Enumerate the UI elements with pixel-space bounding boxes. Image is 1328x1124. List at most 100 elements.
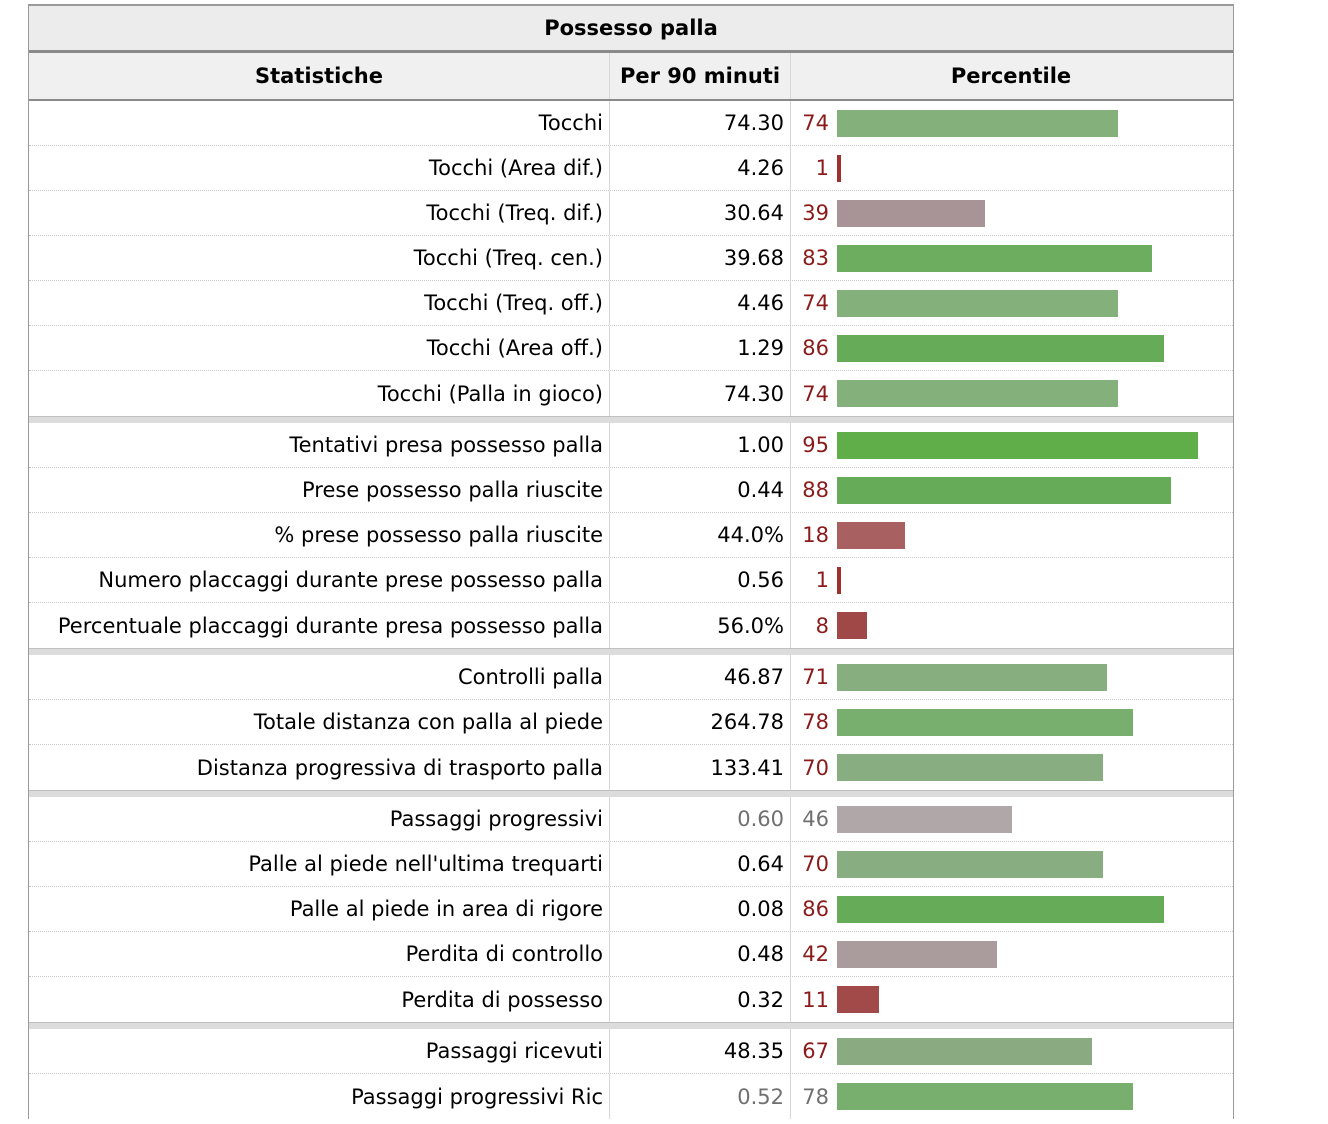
stat-label: % prese possesso palla riuscite [274,523,603,547]
percentile-bar [837,986,879,1013]
per90-value: 4.46 [609,281,790,325]
percentile-cell: 42 [790,932,1231,976]
percentile-bar [837,566,841,594]
percentile-bar [837,805,1012,833]
per90-value: 0.60 [609,797,790,841]
percentile-cell: 88 [790,468,1231,512]
stat-label: Tocchi (Area off.) [426,336,603,360]
per90-value: 0.48 [609,932,790,976]
per90-value: 0.44 [609,468,790,512]
table-row: Percentuale placcaggi durante presa poss… [29,603,1233,648]
stat-label: Tocchi (Area dif.) [428,156,603,180]
percentile-cell: 1 [790,146,1231,190]
stat-label: Percentuale placcaggi durante presa poss… [57,613,603,638]
percentile-bar [837,154,841,182]
stat-label: Distanza progressiva di trasporto palla [196,755,603,780]
table-row: % prese possesso palla riuscite 44.0% 18 [29,513,1233,558]
header-statistiche[interactable]: Statistiche [255,64,383,88]
table-row: Tentativi presa possesso palla 1.00 95 [29,423,1233,468]
header-percentile[interactable]: Percentile [790,53,1231,99]
percentile-cell: 74 [790,371,1231,416]
percentile-value: 95 [802,433,829,457]
stat-label: Tocchi (Treq. cen.) [413,246,603,270]
stat-label: Totale distanza con palla al piede [253,710,603,734]
per90-value: 264.78 [609,700,790,744]
percentile-value: 1 [815,156,829,180]
percentile-value: 78 [802,710,829,734]
table-row: Passaggi progressivi 0.60 46 [29,797,1233,842]
table-row: Numero placcaggi durante prese possesso … [29,558,1233,603]
per90-value: 1.00 [609,423,790,467]
percentile-bar [837,109,1118,137]
percentile-cell: 70 [790,745,1231,790]
percentile-cell: 46 [790,797,1231,841]
table-row: Passaggi ricevuti 48.35 67 [29,1029,1233,1074]
table-caption: Possesso palla [29,4,1233,53]
percentile-value: 86 [802,336,829,360]
percentile-value: 74 [802,381,829,406]
per90-value: 44.0% [609,513,790,557]
group-separator [29,648,1233,655]
percentile-cell: 86 [790,326,1231,370]
percentile-value: 18 [802,523,829,547]
table-row: Tocchi (Treq. dif.) 30.64 39 [29,191,1233,236]
percentile-value: 42 [802,942,829,966]
percentile-bar [837,431,1198,459]
percentile-value: 46 [802,807,829,831]
table-row: Totale distanza con palla al piede 264.78… [29,700,1233,745]
stat-label: Passaggi progressivi Ric [351,1084,603,1109]
percentile-value: 74 [802,291,829,315]
percentile-cell: 39 [790,191,1231,235]
per90-value: 74.30 [609,371,790,416]
stat-label: Passaggi ricevuti [425,1039,603,1063]
per90-value: 0.32 [609,977,790,1022]
table-row: Tocchi (Area dif.) 4.26 1 [29,146,1233,191]
stat-label: Perdita di controllo [405,942,603,966]
percentile-bar [837,476,1171,504]
table-header-row: Statistiche Per 90 minuti Percentile [29,53,1233,101]
stat-label: Tocchi (Palla in gioco) [377,381,603,406]
per90-value: 0.64 [609,842,790,886]
stat-label: Tocchi (Treq. dif.) [426,201,603,225]
percentile-bar [837,754,1103,781]
header-per-90[interactable]: Per 90 minuti [609,53,790,99]
percentile-value: 67 [802,1039,829,1063]
group-separator [29,1022,1233,1029]
percentile-value: 70 [802,755,829,780]
per90-value: 0.56 [609,558,790,602]
percentile-cell: 86 [790,887,1231,931]
percentile-value: 86 [802,897,829,921]
percentile-value: 8 [815,613,829,638]
percentile-cell: 8 [790,603,1231,648]
per90-value: 39.68 [609,236,790,280]
per90-value: 30.64 [609,191,790,235]
stat-label: Tocchi [538,111,603,135]
percentile-value: 11 [802,987,829,1012]
table-row: Perdita di possesso 0.32 11 [29,977,1233,1022]
per90-value: 133.41 [609,745,790,790]
percentile-cell: 83 [790,236,1231,280]
per90-value: 4.26 [609,146,790,190]
stats-table: Possesso palla Statistiche Per 90 minuti… [28,4,1234,1119]
table-row: Passaggi progressivi Ric 0.52 78 [29,1074,1233,1119]
percentile-value: 70 [802,852,829,876]
group-separator [29,416,1233,423]
percentile-bar [837,850,1103,878]
percentile-cell: 67 [790,1029,1231,1073]
percentile-cell: 70 [790,842,1231,886]
percentile-value: 1 [815,568,829,592]
table-row: Perdita di controllo 0.48 42 [29,932,1233,977]
stat-label: Palle al piede in area di rigore [289,897,603,921]
group-separator [29,790,1233,797]
table-row: Tocchi (Treq. cen.) 39.68 83 [29,236,1233,281]
table-row: Controlli palla 46.87 71 [29,655,1233,700]
percentile-bar [837,708,1133,736]
percentile-bar [837,380,1118,407]
stat-label: Prese possesso palla riuscite [302,478,603,502]
table-row: Palle al piede nell'ultima trequarti 0.64… [29,842,1233,887]
percentile-bar [837,1083,1133,1110]
table-row: Tocchi (Palla in gioco) 74.30 74 [29,371,1233,416]
percentile-value: 78 [802,1084,829,1109]
percentile-bar [837,1037,1092,1065]
stat-label: Passaggi progressivi [389,807,603,831]
